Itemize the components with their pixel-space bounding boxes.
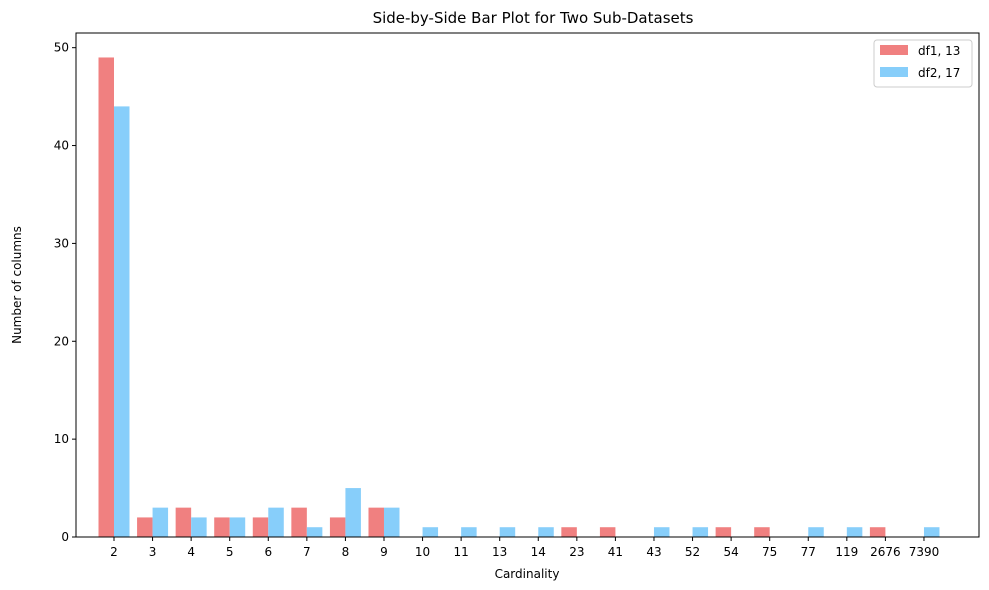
y-tick-label: 40 [54, 139, 69, 153]
x-tick-label: 2676 [870, 545, 901, 559]
bar-df2-9 [383, 507, 400, 537]
bar-df2-14 [538, 527, 554, 537]
y-tick-label: 0 [61, 530, 69, 544]
bar-df2-43 [653, 527, 670, 537]
bar-df1-6 [252, 517, 269, 537]
bar-df2-8 [345, 488, 361, 537]
y-axis: 0 10 20 30 40 50 [54, 41, 76, 544]
bar-df1-54 [715, 527, 732, 537]
bar-df1-75 [754, 527, 770, 537]
x-tick-label: 14 [531, 545, 546, 559]
bar-df2-119 [846, 527, 863, 537]
bar-df2-2 [114, 106, 130, 537]
bar-df2-10 [422, 527, 439, 537]
plot-frame [75, 32, 980, 538]
chart-title: Side-by-Side Bar Plot for Two Sub-Datase… [373, 9, 694, 27]
legend-label: df1, 13 [918, 44, 960, 58]
x-tick-label: 11 [453, 545, 468, 559]
bar-df1-9 [368, 507, 384, 537]
bar-df1-7 [291, 507, 307, 537]
x-tick-label: 41 [608, 545, 623, 559]
x-tick-label: 6 [264, 545, 272, 559]
x-tick-label: 7 [303, 545, 311, 559]
bar-df1-2676 [869, 527, 886, 537]
x-tick-label: 23 [569, 545, 584, 559]
bar-df2-11 [461, 527, 477, 537]
x-tick-label: 4 [187, 545, 195, 559]
bar-df1-41 [599, 527, 616, 537]
x-tick-label: 54 [723, 545, 738, 559]
bar-df2-77 [808, 527, 824, 537]
legend: df1, 13 df2, 17 [873, 39, 973, 88]
x-tick-label: 52 [685, 545, 700, 559]
legend-swatch [880, 67, 908, 77]
x-tick-label: 2 [110, 545, 118, 559]
x-tick-label: 3 [149, 545, 157, 559]
x-tick-label: 13 [492, 545, 507, 559]
bar-df2-5 [229, 517, 246, 537]
plot-area [98, 57, 940, 538]
bar-df2-4 [191, 517, 207, 537]
bar-df1-23 [561, 527, 577, 537]
bar-df2-3 [152, 507, 169, 537]
x-tick-label: 5 [226, 545, 234, 559]
y-tick-label: 50 [54, 41, 69, 55]
bar-df1-3 [137, 517, 153, 537]
bar-df1-2 [98, 57, 114, 538]
bar-df2-52 [692, 527, 709, 537]
y-tick-label: 20 [54, 334, 69, 348]
bar-df1-4 [175, 507, 192, 537]
x-axis: 2 3 4 5 6 7 8 9 10 11 13 14 23 41 43 52 54 75 77 119 2676 739… [110, 537, 939, 559]
x-tick-label: 77 [801, 545, 816, 559]
x-tick-label: 7390 [909, 545, 940, 559]
bar-df1-5 [214, 517, 230, 537]
x-tick-label: 43 [646, 545, 661, 559]
x-tick-label: 8 [342, 545, 350, 559]
x-tick-label: 119 [835, 545, 858, 559]
x-tick-label: 10 [415, 545, 430, 559]
bar-df2-7390 [923, 527, 940, 537]
bar-df2-6 [268, 507, 284, 537]
legend-label: df2, 17 [918, 66, 960, 80]
bar-df2-7 [306, 527, 323, 537]
bar-df2-13 [499, 527, 516, 537]
y-tick-label: 10 [54, 432, 69, 446]
legend-swatch [880, 45, 908, 55]
x-tick-label: 9 [380, 545, 388, 559]
x-axis-label: Cardinality [495, 567, 560, 581]
y-tick-label: 30 [54, 236, 69, 250]
x-tick-label: 75 [762, 545, 777, 559]
bar-df1-8 [329, 517, 346, 537]
y-axis-label: Number of columns [10, 226, 24, 344]
